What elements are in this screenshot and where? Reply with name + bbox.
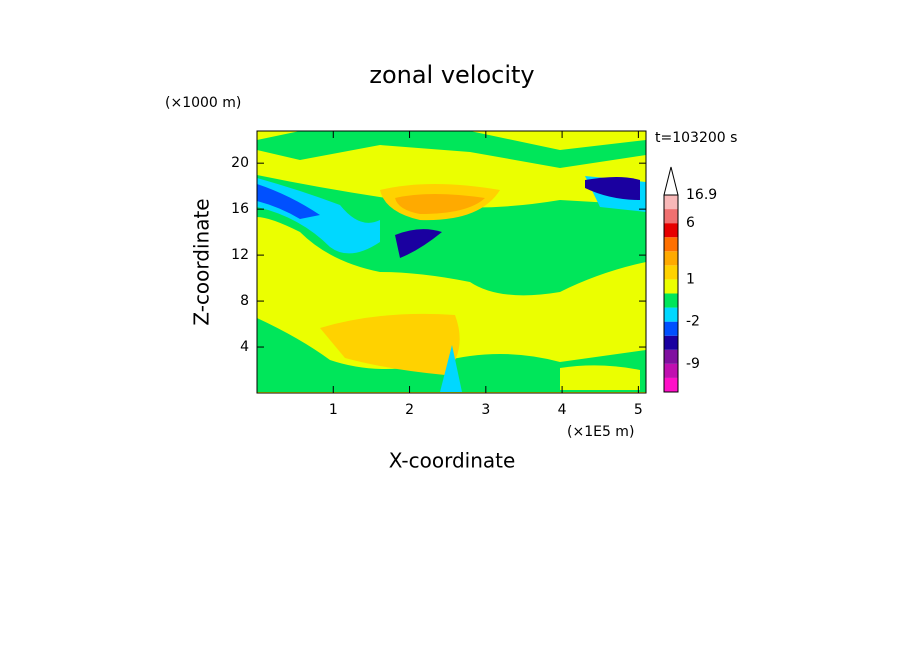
colorbar-band	[664, 349, 678, 364]
colorbar: 16.9 6 1 -2 -9	[663, 166, 717, 393]
y-axis-label: Z-coordinate	[190, 198, 214, 325]
time-annotation: t=103200 s	[655, 130, 737, 146]
contour-region	[257, 131, 646, 168]
plot-frame	[256, 130, 647, 394]
x-tick-label: 3	[481, 402, 490, 418]
colorbar-band	[664, 251, 678, 266]
contour-region	[257, 318, 646, 392]
colorbar-band	[664, 265, 678, 280]
chart-title: zonal velocity	[369, 61, 534, 89]
contour-region	[320, 313, 460, 375]
colorbar-tick-label: 1	[686, 271, 695, 287]
y-tick-label: 16	[231, 201, 249, 217]
y-tick-label: 20	[231, 155, 249, 171]
contour-region	[560, 365, 640, 390]
x-unit: (×1E5 m)	[567, 424, 634, 440]
colorbar-band	[664, 293, 678, 308]
colorbar-extend	[663, 166, 679, 196]
contour-region	[395, 194, 485, 214]
colorbar-tick-label: 6	[686, 215, 695, 231]
x-tick-label: 4	[558, 402, 567, 418]
colorbar-band	[664, 307, 678, 322]
colorbar-band	[664, 335, 678, 350]
contour-field	[257, 131, 646, 393]
x-tick-label: 1	[329, 402, 338, 418]
colorbar-band	[664, 363, 678, 378]
colorbar-band	[664, 279, 678, 294]
x-tick-label: 5	[634, 402, 643, 418]
colorbar-frame	[663, 194, 679, 393]
colorbar-band	[664, 209, 678, 224]
contour-region	[257, 184, 320, 219]
contour-region	[257, 175, 646, 296]
colorbar-band	[664, 377, 678, 392]
colorbar-tick-label: -9	[686, 356, 700, 372]
y-tick-label: 4	[240, 339, 249, 355]
x-tick-label: 2	[405, 402, 414, 418]
x-axis-label: X-coordinate	[389, 449, 516, 473]
colorbar-tick-label: 16.9	[686, 187, 717, 203]
contour-region	[585, 177, 640, 200]
contour-region	[395, 229, 442, 258]
colorbar-tick-label: -2	[686, 314, 700, 330]
colorbar-band	[664, 237, 678, 252]
y-tick-label: 12	[231, 247, 249, 263]
colorbar-band	[664, 321, 678, 336]
contour-region	[440, 345, 462, 392]
y-unit: (×1000 m)	[165, 95, 241, 111]
colorbar-band	[664, 195, 678, 210]
colorbar-band	[664, 223, 678, 238]
y-tick-label: 8	[240, 293, 249, 309]
